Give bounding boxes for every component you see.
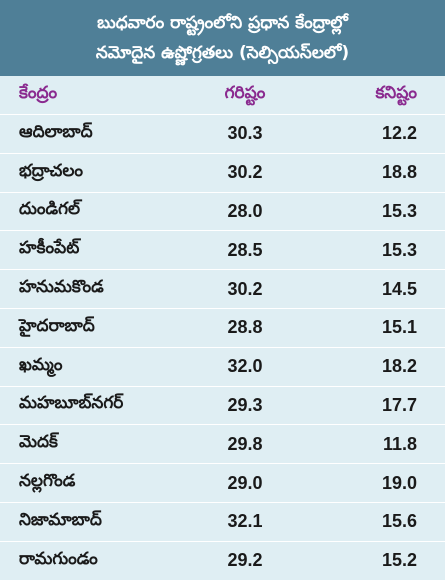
- column-header-row: కేంద్రం గరిష్టం కనిష్టం: [0, 76, 445, 114]
- row-name-cell: మహబూబ్‌నగర్: [19, 393, 124, 414]
- table-row: హైదరాబాద్ 28.8 15.1: [0, 307, 445, 347]
- table-row: నిజామాబాద్ 32.1 15.6: [0, 501, 445, 541]
- row-name-cell: మెదక్: [19, 432, 58, 453]
- table-row: ఖమ్మం 32.0 18.2: [0, 346, 445, 386]
- row-max-cell: 29.8: [227, 433, 263, 454]
- row-max-cell: 29.3: [227, 394, 263, 415]
- row-name-cell: హనుమకొండ: [19, 277, 104, 298]
- column-header-max: గరిష్టం: [224, 83, 266, 103]
- row-max-cell: 32.0: [227, 356, 263, 377]
- row-min-cell: 18.2: [381, 356, 417, 377]
- row-min-cell: 18.8: [381, 162, 417, 183]
- title-line-1: బుధవారం రాష్ట్రంలోని ప్రధాన కేంద్రాల్లో: [97, 13, 348, 33]
- row-min-cell: 15.2: [381, 550, 417, 571]
- column-header-center: కేంద్రం: [19, 83, 58, 103]
- row-name-cell: హైదరాబాద్: [19, 315, 95, 336]
- table-row: హకీంపేట్ 28.5 15.3: [0, 230, 445, 269]
- table-row: దుండిగల్ 28.0 15.3: [0, 191, 445, 231]
- table-row: మహబూబ్‌నగర్ 29.3 17.7: [0, 385, 445, 425]
- row-min-cell: 17.7: [381, 394, 417, 415]
- row-name-cell: నిజామాబాద్: [19, 509, 102, 530]
- table-title-banner: బుధవారం రాష్ట్రంలోని ప్రధాన కేంద్రాల్లో …: [0, 0, 445, 76]
- row-max-cell: 30.3: [227, 123, 263, 144]
- table-row: రామగుండం 29.2 15.2: [0, 540, 445, 580]
- row-name-cell: భద్రాచలం: [19, 160, 84, 181]
- row-max-cell: 29.0: [227, 472, 263, 493]
- row-min-cell: 12.2: [381, 123, 417, 144]
- title-line-2: నమోదైన ఉష్ణోగ్రతలు (సెల్సియస్‌లలో): [95, 43, 350, 63]
- table-row: నల్లగొండ 29.0 19.0: [0, 463, 445, 502]
- table-row: మెదక్ 29.8 11.8: [0, 424, 445, 463]
- row-min-cell: 15.1: [381, 317, 417, 338]
- row-min-cell: 15.6: [381, 511, 417, 532]
- table-row: భద్రాచలం 30.2 18.8: [0, 152, 445, 192]
- row-max-cell: 30.2: [227, 162, 263, 183]
- table-row: హనుమకొండ 30.2 14.5: [0, 269, 445, 308]
- row-min-cell: 15.3: [381, 200, 417, 221]
- row-max-cell: 28.8: [227, 317, 263, 338]
- row-max-cell: 29.2: [227, 550, 263, 571]
- row-name-cell: రామగుండం: [19, 548, 98, 569]
- row-name-cell: హకీంపేట్: [19, 238, 80, 259]
- row-name-cell: ఖమ్మం: [19, 354, 63, 375]
- table-body: ఆదిలాబాద్ 30.3 12.2 భద్రాచలం 30.2 18.8 దుండిగల…: [0, 114, 445, 580]
- row-max-cell: 30.2: [227, 278, 263, 299]
- row-name-cell: ఆదిలాబాద్: [19, 121, 93, 142]
- table-row: ఆదిలాబాద్ 30.3 12.2: [0, 114, 445, 153]
- row-max-cell: 32.1: [227, 511, 263, 532]
- row-max-cell: 28.5: [227, 239, 263, 260]
- row-min-cell: 11.8: [382, 433, 417, 454]
- column-header-min: కనిష్టం: [375, 83, 417, 103]
- row-min-cell: 19.0: [381, 472, 417, 493]
- row-name-cell: నల్లగొండ: [19, 471, 76, 492]
- row-name-cell: దుండిగల్: [19, 199, 81, 220]
- row-max-cell: 28.0: [227, 200, 263, 221]
- row-min-cell: 14.5: [381, 278, 417, 299]
- row-min-cell: 15.3: [381, 239, 417, 260]
